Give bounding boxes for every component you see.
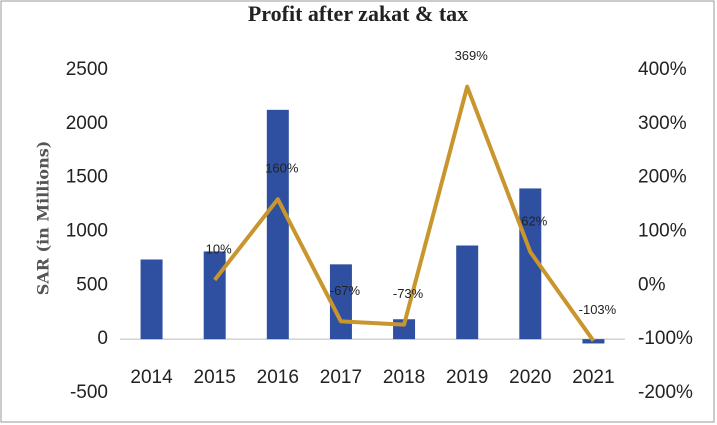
bar [519, 188, 542, 340]
bar [456, 245, 479, 340]
y2-tick-label: -200% [638, 382, 693, 403]
bar [203, 251, 226, 340]
y2-tick-label: 100% [638, 221, 687, 242]
x-tick-label: 2015 [194, 367, 236, 388]
y2-tick-label: 300% [638, 113, 687, 134]
y2-tick-label: 0% [638, 274, 666, 295]
x-tick-label: 2016 [257, 367, 299, 388]
data-label: -103% [579, 302, 617, 317]
y2-tick-label: 200% [638, 167, 687, 188]
x-tick-label: 2017 [320, 367, 362, 388]
x-tick-label: 2019 [446, 367, 488, 388]
data-label: 160% [265, 161, 299, 176]
y-axis-label: SAR (in Millions) [34, 141, 53, 296]
x-tick-label: 2021 [572, 367, 614, 388]
chart-title: Profit after zakat & tax [248, 1, 468, 26]
bar [266, 109, 289, 340]
x-tick-label: 2014 [130, 367, 173, 388]
y-tick-label: -500 [70, 382, 108, 403]
data-label: -73% [393, 286, 424, 301]
y-tick-label: 2000 [66, 113, 108, 134]
bar [329, 264, 352, 340]
bar [140, 259, 163, 340]
y2-tick-label: 400% [638, 59, 687, 80]
x-tick-label: 2018 [383, 367, 425, 388]
x-tick-label: 2020 [509, 367, 551, 388]
bar [582, 339, 605, 344]
y2-tick-label: -100% [638, 328, 693, 349]
y-tick-label: 2500 [66, 59, 108, 80]
y-tick-label: 500 [76, 274, 108, 295]
data-label: 369% [455, 48, 489, 63]
data-label: -67% [330, 283, 361, 298]
data-label: 62% [521, 213, 547, 228]
y-tick-label: 1000 [66, 221, 108, 242]
data-label: 10% [206, 241, 232, 256]
y-tick-label: 0 [97, 328, 108, 349]
y-tick-label: 1500 [66, 167, 108, 188]
line [213, 84, 596, 342]
